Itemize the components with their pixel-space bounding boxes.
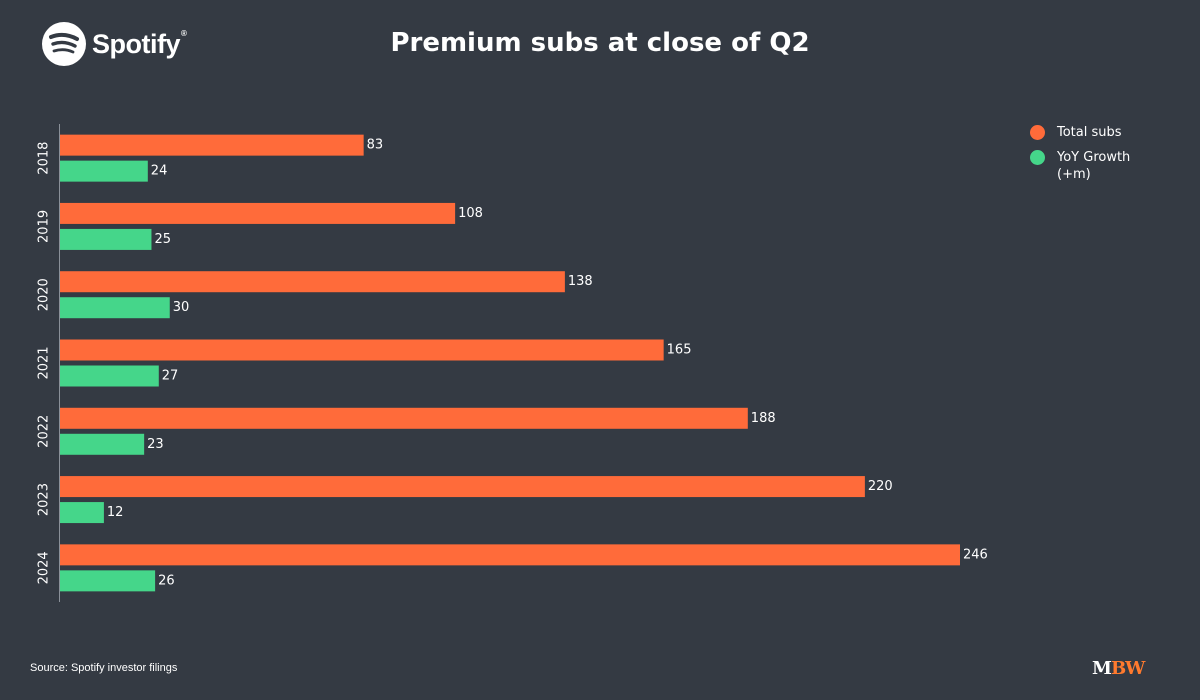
bar-growth-2020[interactable] — [60, 297, 170, 319]
data-label-total-2019: 108 — [458, 206, 483, 221]
data-label-total-2021: 165 — [667, 343, 692, 358]
mbw-logo-m: M — [1092, 658, 1112, 679]
data-label-total-2022: 188 — [751, 411, 776, 426]
spotify-logo: Spotify® — [42, 22, 187, 66]
bar-growth-2019[interactable] — [60, 228, 152, 250]
bar-total-2018[interactable] — [60, 134, 364, 156]
data-label-growth-2024: 26 — [158, 573, 175, 588]
category-label-2021: 2021 — [37, 346, 52, 379]
data-label-growth-2020: 30 — [173, 300, 190, 315]
data-label-total-2024: 246 — [963, 547, 988, 562]
bar-growth-2022[interactable] — [60, 433, 145, 455]
category-label-2023: 2023 — [37, 483, 52, 516]
bar-total-2022[interactable] — [60, 407, 748, 429]
bar-growth-2023[interactable] — [60, 502, 104, 524]
spotify-wordmark: Spotify® — [92, 28, 187, 59]
category-label-2024: 2024 — [37, 551, 52, 584]
legend-swatch-growth — [1030, 150, 1045, 165]
data-label-growth-2022: 23 — [147, 437, 164, 452]
legend-swatch-total — [1030, 125, 1045, 140]
legend: Total subs YoY Growth (+m) — [1030, 124, 1147, 191]
data-label-total-2023: 220 — [868, 479, 893, 494]
bar-growth-2024[interactable] — [60, 570, 156, 592]
data-label-total-2018: 83 — [367, 138, 384, 153]
legend-item-growth[interactable]: YoY Growth (+m) — [1030, 149, 1147, 183]
data-label-total-2020: 138 — [568, 274, 593, 289]
bar-total-2023[interactable] — [60, 476, 865, 498]
data-label-growth-2023: 12 — [107, 505, 124, 520]
bar-total-2019[interactable] — [60, 202, 456, 224]
bar-total-2021[interactable] — [60, 339, 664, 361]
chart-title: Premium subs at close of Q2 — [390, 28, 810, 58]
legend-label-total: Total subs — [1057, 125, 1122, 140]
mbw-logo-bw: BW — [1110, 658, 1145, 679]
category-label-2018: 2018 — [37, 142, 52, 175]
bar-growth-2021[interactable] — [60, 365, 159, 387]
data-label-growth-2019: 25 — [154, 232, 171, 247]
legend-label-growth: YoY Growth (+m) — [1057, 150, 1131, 182]
bar-total-2020[interactable] — [60, 271, 565, 293]
bar-total-2024[interactable] — [60, 544, 960, 566]
category-label-2020: 2020 — [37, 278, 52, 311]
data-label-growth-2018: 24 — [151, 164, 168, 179]
mbw-logo: MBW — [1092, 658, 1145, 679]
category-label-2019: 2019 — [37, 210, 52, 243]
data-label-growth-2021: 27 — [162, 369, 179, 384]
legend-item-total[interactable]: Total subs — [1030, 124, 1147, 141]
bar-growth-2018[interactable] — [60, 160, 148, 182]
spotify-icon — [42, 22, 86, 66]
category-label-2022: 2022 — [37, 415, 52, 448]
source-note: Source: Spotify investor filings — [30, 662, 178, 674]
